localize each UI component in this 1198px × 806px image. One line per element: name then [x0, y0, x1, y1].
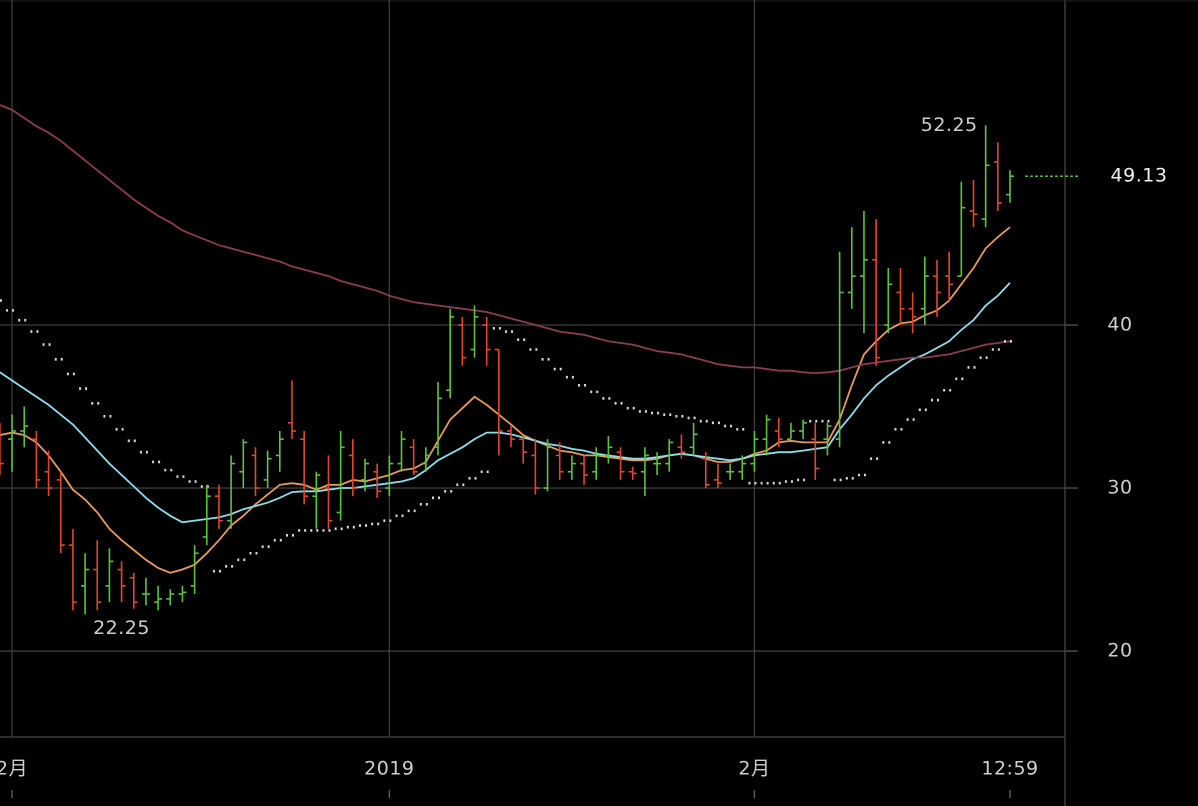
moving-average-line — [0, 226, 1011, 574]
x-tick-label: 12:59 — [981, 758, 1038, 780]
low-annotation: 22.25 — [93, 617, 150, 639]
high-annotation: 52.25 — [921, 114, 978, 136]
moving-average-line — [0, 104, 1011, 375]
x-tick-label: 2月 — [0, 758, 28, 780]
y-tick-label: 30 — [1107, 477, 1132, 499]
last-price-label: 49.13 — [1111, 165, 1168, 187]
y-tick-label: 40 — [1107, 314, 1132, 336]
x-tick-label: 2月 — [738, 758, 770, 780]
moving-average-line — [0, 282, 1011, 524]
x-tick-label: 2019 — [364, 758, 414, 780]
y-tick-label: 20 — [1107, 640, 1132, 662]
